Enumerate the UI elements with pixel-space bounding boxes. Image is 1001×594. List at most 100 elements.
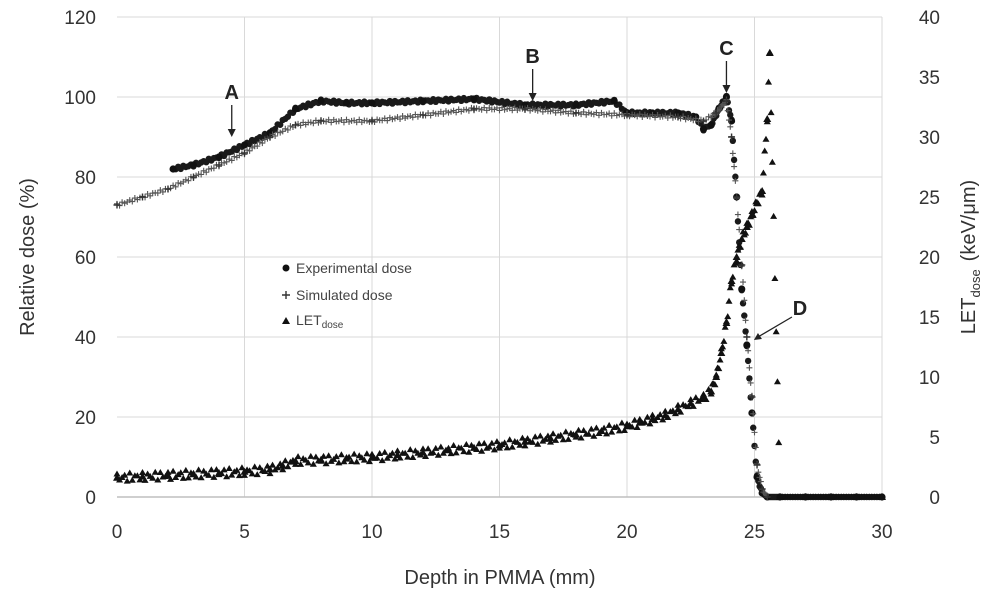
let-point	[732, 253, 741, 260]
let-triangle	[501, 439, 509, 446]
let-point	[113, 473, 121, 481]
sim-plus	[745, 347, 752, 354]
let-triangle	[575, 426, 583, 433]
let-point	[521, 437, 529, 445]
let-triangle	[241, 471, 248, 478]
let-point	[753, 199, 762, 206]
let-triangle	[141, 476, 149, 483]
let-triangle	[736, 243, 744, 250]
experimental-point	[699, 125, 708, 133]
sim-plus	[486, 104, 493, 111]
let-triangle	[309, 460, 317, 467]
simulated-point	[572, 109, 580, 117]
let-triangle	[742, 229, 750, 236]
x-tick-label: 30	[871, 522, 892, 543]
let-triangle	[719, 343, 727, 350]
let-triangle	[460, 448, 468, 455]
simulated-point	[113, 201, 121, 209]
y2-tick-label: 10	[919, 368, 940, 389]
let-point	[727, 277, 736, 284]
let-point	[266, 465, 274, 473]
sim-plus	[427, 112, 434, 119]
experimental-point	[521, 101, 529, 109]
let-triangle	[643, 413, 651, 420]
annotation-label: B	[525, 46, 539, 68]
let-triangle	[585, 430, 593, 437]
let-triangle	[631, 416, 639, 423]
experimental-point	[738, 285, 746, 293]
let-triangle	[577, 434, 585, 441]
experimental-point	[342, 99, 351, 107]
let-triangle	[128, 476, 136, 483]
let-triangle	[641, 418, 649, 425]
simulated-point	[712, 109, 720, 117]
sim-plus	[752, 444, 759, 451]
let-point	[495, 441, 504, 449]
let-point	[737, 235, 746, 242]
let-triangle	[762, 135, 770, 142]
simulated-point	[623, 111, 631, 119]
dose-dot	[729, 137, 737, 145]
legend-triangle-marker	[282, 317, 290, 324]
legend: Experimental dose Simulated dose LETdose	[282, 260, 412, 331]
dose-dot	[746, 375, 753, 382]
let-point	[878, 493, 886, 500]
let-triangle	[266, 470, 274, 477]
sim-plus	[732, 177, 739, 184]
let-triangle	[279, 466, 287, 473]
let-point	[278, 461, 287, 469]
let-point	[546, 434, 555, 442]
y2-axis-label-main: LET	[958, 298, 980, 335]
let-triangle	[503, 444, 511, 451]
let-point	[189, 470, 198, 478]
simulated-point	[758, 485, 766, 493]
let-point	[674, 405, 682, 413]
series-plus-trace	[113, 96, 771, 501]
simulated-point	[190, 173, 197, 181]
legend-item-let: LETdose	[282, 312, 344, 331]
let-triangle	[304, 459, 312, 466]
let-point	[368, 453, 376, 461]
dose-dot	[732, 173, 739, 180]
sim-plus	[259, 140, 266, 147]
sim-plus	[246, 147, 253, 154]
let-triangle	[149, 474, 157, 481]
let-point	[801, 493, 810, 500]
y2-tick-label: 5	[929, 428, 940, 449]
let-triangle	[378, 457, 386, 464]
let-triangle	[394, 447, 401, 454]
sim-plus	[692, 115, 699, 122]
let-triangle	[729, 273, 737, 280]
let-triangle	[765, 78, 773, 85]
sim-plus	[726, 117, 732, 124]
sim-plus	[729, 150, 736, 157]
simulated-point	[738, 261, 746, 269]
let-triangle	[235, 472, 243, 479]
let-triangle	[353, 458, 361, 465]
let-triangle	[613, 423, 621, 430]
let-triangle	[223, 473, 231, 480]
let-triangle	[775, 439, 783, 446]
let-triangle	[620, 426, 628, 433]
simulated-point	[292, 121, 299, 129]
sim-plus	[724, 107, 731, 114]
sim-plus	[705, 113, 712, 120]
let-triangle	[335, 459, 343, 466]
y-tick-label: 0	[85, 488, 96, 509]
sim-plus	[256, 139, 263, 146]
y2-tick-label: 15	[919, 308, 940, 329]
let-triangle	[506, 436, 514, 443]
sim-plus	[287, 123, 294, 130]
sim-plus	[750, 410, 757, 417]
let-triangle	[452, 449, 460, 456]
let-triangle	[534, 440, 542, 447]
let-point	[444, 446, 453, 454]
grid-lines	[117, 16, 883, 497]
experimental-point	[368, 99, 376, 107]
let-triangle	[365, 458, 373, 465]
let-point	[623, 422, 631, 430]
let-point	[699, 393, 708, 401]
experimental-point	[748, 409, 756, 417]
simulated-point	[266, 133, 274, 141]
let-triangle	[462, 440, 470, 447]
